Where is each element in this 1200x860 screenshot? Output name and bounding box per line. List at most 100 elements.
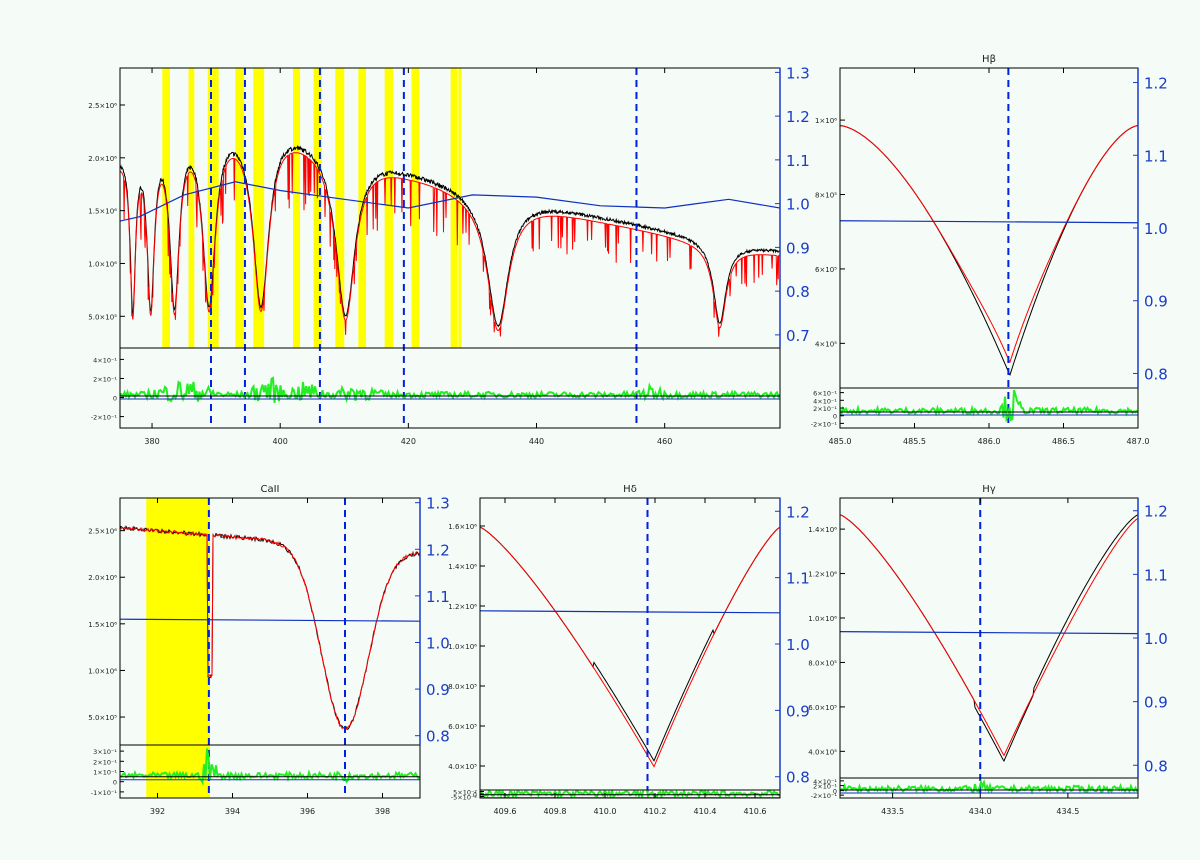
right-axis-tick-label: 1.2: [786, 503, 810, 521]
y-tick-label: 1.5×10⁶: [88, 208, 117, 216]
right-axis-tick-label: 1.1: [426, 588, 450, 606]
x-tick-label: 380: [144, 437, 159, 446]
normalization-curve: [480, 610, 780, 614]
x-tick-label: 434.0: [969, 807, 992, 816]
observed-spectrum: [840, 125, 1138, 376]
residual-tick-label: 2×10⁻¹: [813, 783, 837, 791]
mask-band: [358, 68, 367, 348]
residual-tick-label: 2×10⁻¹: [93, 758, 117, 766]
residual-series: [120, 748, 420, 787]
normalization-curve: [840, 631, 1138, 635]
mask-band: [253, 68, 265, 348]
residual-tick-label: 5×10⁻²: [453, 789, 477, 797]
residual-tick-label: 4×10⁻¹: [93, 356, 117, 364]
x-tick-label: 392: [150, 807, 165, 816]
spectrum-series: [480, 526, 780, 768]
panel-title: Hδ: [623, 484, 637, 495]
right-axis-tick-label: 0.9: [426, 681, 450, 699]
normalization-curve: [120, 618, 420, 622]
residual-tick-label: 3×10⁻¹: [93, 748, 117, 756]
x-tick-label: 487.0: [1127, 437, 1150, 446]
y-tick-label: 4.0×10⁵: [808, 748, 837, 756]
y-tick-label: 2.5×10⁶: [88, 528, 117, 536]
normalization-curve: [840, 220, 1138, 224]
mask-band: [207, 68, 219, 348]
overview-panel: 380 400 420 440 460 5.0×10⁵ 1.0×10⁶ 1.5×10⁶ 2.0×…: [88, 64, 810, 446]
main-plot-frame: [119, 67, 781, 349]
mask-bands: [162, 68, 462, 348]
residual-tick-label: 4×10⁻¹: [813, 397, 837, 405]
y-tick-label: 6.0×10⁵: [448, 723, 477, 731]
right-axis-tick-label: 0.8: [1144, 365, 1168, 383]
x-tick-label: 485.5: [903, 437, 926, 446]
right-axis-tick-label: 1.1: [1144, 147, 1168, 165]
mask-band: [146, 498, 210, 798]
right-axis-tick-label: 0.9: [786, 702, 810, 720]
panel-title: Hβ: [982, 54, 996, 65]
residual-tick-label: 1×10⁻¹: [93, 769, 117, 777]
residual-tick-label: 0: [833, 413, 837, 421]
x-tick-label: 486.0: [978, 437, 1001, 446]
y-tick-label: 1.2×10⁶: [808, 571, 837, 579]
model-spectrum: [120, 152, 780, 337]
panel-title: CaII: [260, 484, 279, 495]
residual-tick-label: -2×10⁻¹: [811, 792, 838, 800]
y-tick-label: 5.0×10⁵: [88, 313, 117, 321]
x-tick-label: 485.0: [829, 437, 852, 446]
y-tick-label: 1.2×10⁶: [448, 603, 477, 611]
x-tick-label: 410.4: [694, 807, 717, 816]
y-tick-label: 2.0×10⁶: [88, 155, 117, 163]
x-tick-label: 486.5: [1052, 437, 1075, 446]
right-axis-tick-label: 1.1: [1144, 566, 1168, 584]
model-spectrum: [480, 526, 780, 768]
right-axis-tick-label: 0.8: [786, 769, 810, 787]
mask-band: [235, 68, 245, 348]
normalization-curve: [120, 181, 780, 222]
main-plot-frame: [839, 497, 1139, 779]
right-axis-tick-label: 1.3: [426, 495, 450, 513]
y-tick-label: 1.4×10⁶: [808, 526, 837, 534]
residual-tick-label: 0: [113, 395, 117, 403]
x-tick-label: 394: [225, 807, 240, 816]
right-axis-tick-label: 1.0: [786, 636, 810, 654]
y-tick-label: 1.4×10⁶: [448, 563, 477, 571]
y-tick-label: 5.0×10⁵: [88, 714, 117, 722]
right-axis-tick-label: 0.9: [1144, 694, 1168, 712]
right-axis-tick-label: 1.0: [1144, 220, 1168, 238]
x-tick-label: 396: [300, 807, 315, 816]
right-axis-tick-label: 0.8: [786, 283, 810, 301]
residual-tick-label: 0: [833, 787, 837, 795]
x-tick-label: 420: [401, 437, 416, 446]
model-spectrum: [120, 526, 420, 730]
x-tick-label: 433.5: [881, 807, 904, 816]
right-axis-tick-label: 1.0: [426, 634, 450, 652]
x-tick-label: 409.8: [544, 807, 567, 816]
right-axis-tick-label: 1.1: [786, 152, 810, 170]
y-tick-label: 4×10⁵: [815, 340, 837, 348]
residual-plot-frame: [119, 347, 781, 429]
x-tick-label: 440: [529, 437, 544, 446]
right-axis-tick-label: 0.7: [786, 327, 810, 345]
mask-band: [411, 68, 420, 348]
y-tick-label: 8×10⁵: [815, 192, 837, 200]
residual-tick-label: -2×10⁻¹: [811, 420, 838, 428]
hg-panel: 433.5 434.0 434.5 4.0×10⁵ 6.0×10⁵ 8.0×10⁵ 1.0×…: [808, 484, 1168, 816]
y-tick-label: 1.5×10⁶: [88, 621, 117, 629]
y-tick-label: 2.0×10⁶: [88, 574, 117, 582]
right-axis-tick-label: 0.8: [426, 728, 450, 746]
mask-band: [293, 68, 301, 348]
x-tick-label: 410.0: [594, 807, 617, 816]
right-axis-tick-label: 1.0: [1144, 630, 1168, 648]
mask-band: [313, 68, 322, 348]
residual-tick-label: 2×10⁻¹: [93, 375, 117, 383]
y-tick-label: 1.0×10⁶: [448, 643, 477, 651]
y-tick-label: 8.0×10⁵: [448, 683, 477, 691]
spectrum-series: [840, 125, 1138, 376]
observed-spectrum: [120, 144, 780, 328]
mask-band: [458, 68, 462, 348]
model-spectrum: [840, 125, 1138, 364]
right-axis-tick-label: 1.1: [786, 570, 810, 588]
hd-panel: 409.6 409.8 410.0 410.2 410.4 410.6 4.0×10⁵ 6.0…: [448, 484, 810, 816]
residual-tick-label: 2×10⁻¹: [813, 405, 837, 413]
y-tick-label: 1.0×10⁶: [88, 260, 117, 268]
